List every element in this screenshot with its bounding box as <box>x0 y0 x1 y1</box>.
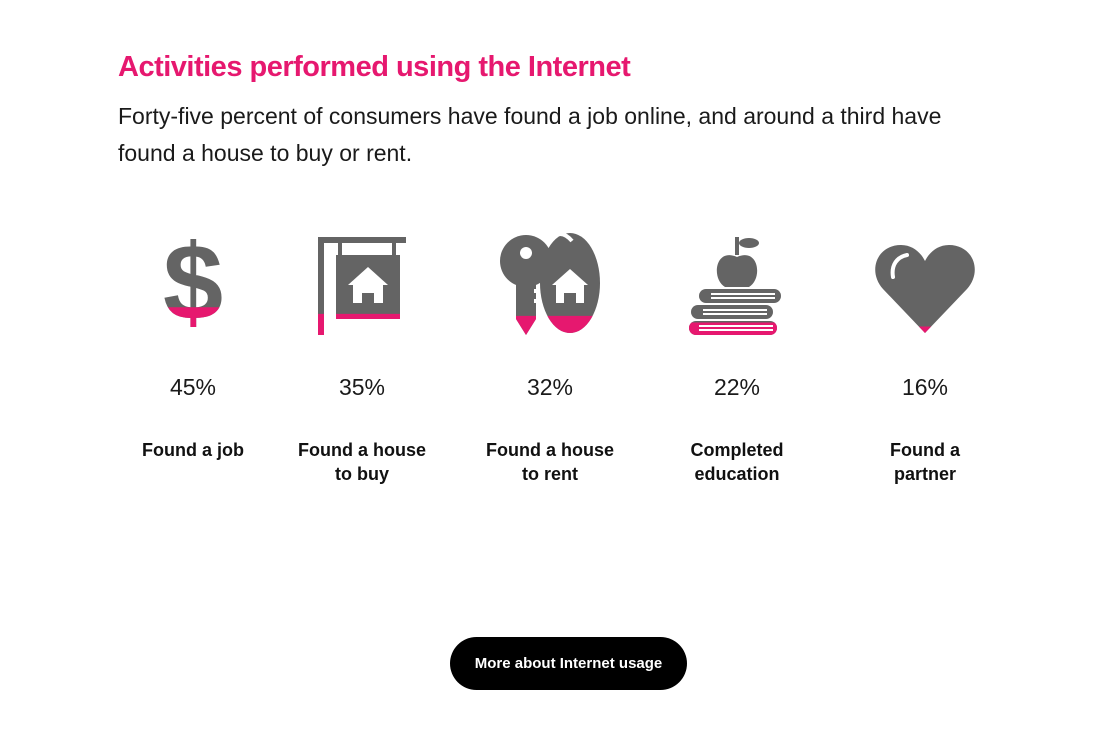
stat-label-line: education <box>694 464 780 484</box>
dollar-sign-icon: $ $ <box>98 222 288 342</box>
stat-label-line: Found a <box>890 440 960 460</box>
stat-label: Found a house to rent <box>455 438 645 486</box>
stat-label-line: Found a job <box>142 440 244 460</box>
stat-label-line: Found a house <box>298 440 426 460</box>
stat-label-line: Found a house <box>486 440 614 460</box>
stat-label: Found a job <box>98 438 288 462</box>
stat-found-house-rent: 32% Found a house to rent <box>455 222 645 486</box>
stat-label: Found a partner <box>830 438 1020 486</box>
stat-found-partner: 16% Found a partner <box>830 222 1020 486</box>
stat-found-house-buy: 35% Found a house to buy <box>267 222 457 486</box>
stat-label-line: to buy <box>335 464 389 484</box>
stat-value: 45% <box>169 374 217 400</box>
keys-house-icon <box>455 222 645 342</box>
stat-label-line: Completed <box>690 440 784 460</box>
stat-completed-education: 22% Completed education <box>642 222 832 486</box>
stat-value: 16% <box>901 374 949 400</box>
books-apple-icon <box>642 222 832 342</box>
stat-label: Completed education <box>642 438 832 486</box>
stat-value: 35% <box>338 374 386 400</box>
stat-label: Found a house to buy <box>267 438 457 486</box>
stat-value: 22% <box>713 374 761 400</box>
stat-label-line: to rent <box>522 464 578 484</box>
svg-text:$: $ <box>163 227 223 337</box>
house-sign-icon <box>267 222 457 342</box>
stat-label-line: partner <box>893 464 956 484</box>
more-about-internet-usage-button[interactable]: More about Internet usage <box>450 637 687 690</box>
heart-icon <box>830 222 1020 342</box>
stat-found-job: $ $ 45% Found a job <box>98 222 288 462</box>
section-subtitle: Forty-five percent of consumers have fou… <box>118 103 942 166</box>
svg-text:$: $ <box>163 227 223 337</box>
stat-value: 32% <box>526 374 574 400</box>
section-title: Activities performed using the Internet <box>118 51 631 83</box>
